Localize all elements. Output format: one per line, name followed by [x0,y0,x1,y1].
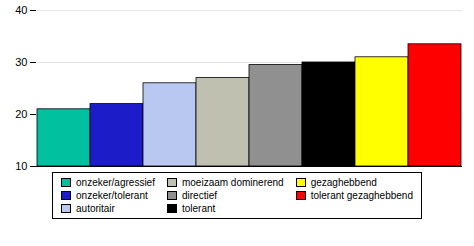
html-text:moeizaam dominerend: moeizaam dominerend [182,177,284,188]
html-text:onzeker/agressief: onzeker/agressief [76,177,155,188]
html-text:autoritair: autoritair [76,203,115,214]
html-text:directief: directief [182,190,217,201]
html-text:tolerant gezaghebbend: tolerant gezaghebbend [310,190,413,201]
html-text:tolerant: tolerant [182,203,216,214]
html-text:onzeker/tolerant: onzeker/tolerant [76,190,148,201]
svg-text:10: 10 [15,160,27,170]
svg-text:40: 40 [15,4,27,16]
svg-text:20: 20 [15,108,27,120]
html-text:gezaghebbend: gezaghebbend [310,177,377,188]
svg-text:30: 30 [15,56,27,68]
